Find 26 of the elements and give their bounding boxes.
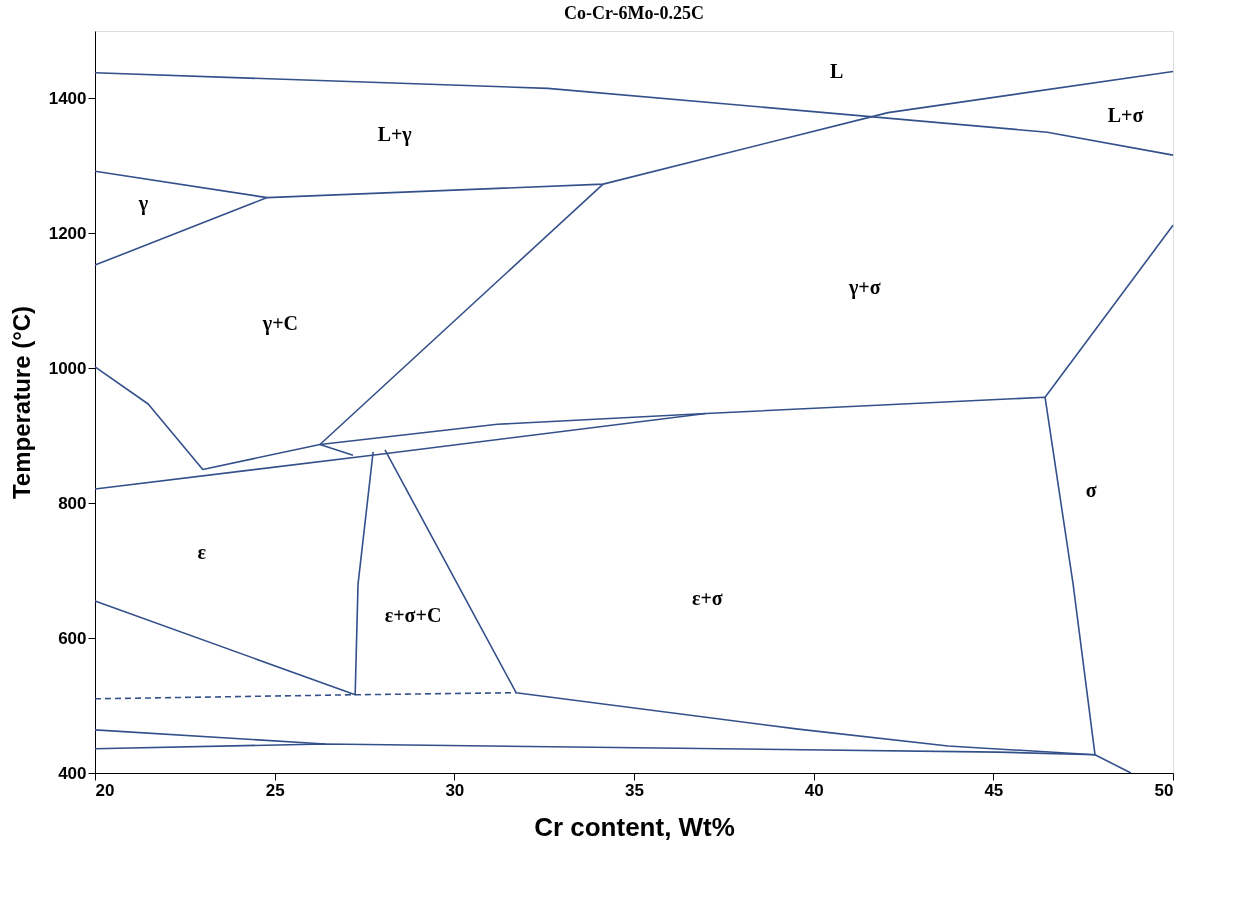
y-tick-label: 600 xyxy=(58,628,87,648)
annotation: γ xyxy=(137,191,149,215)
annotation: σ xyxy=(1085,479,1097,502)
chart-title: Co-Cr-6Mo-0.25C xyxy=(564,3,704,23)
annotation: ε xyxy=(197,541,207,564)
annotation: L xyxy=(829,59,844,82)
annotation: γ+σ xyxy=(847,276,881,300)
y-tick-label: 1200 xyxy=(48,223,87,243)
y-tick-label: 800 xyxy=(58,493,87,513)
annotation: L+γ xyxy=(377,122,413,146)
y-tick-label: 400 xyxy=(58,763,87,783)
x-tick-label: 50 xyxy=(1154,780,1174,800)
x-tick-label: 45 xyxy=(984,780,1004,800)
annotation: ε+σ xyxy=(691,586,723,609)
x-tick-label: 35 xyxy=(625,780,644,800)
x-tick-label: 25 xyxy=(265,780,285,800)
annotation: γ+C xyxy=(261,312,299,336)
x-tick-label: 40 xyxy=(804,780,824,800)
x-axis-title: Cr content, Wt% xyxy=(534,811,735,842)
y-axis-title: Temperature (°C) xyxy=(7,305,35,500)
annotation: ε+σ+C xyxy=(384,603,442,626)
x-tick-label: 20 xyxy=(95,780,115,800)
annotation: L+σ xyxy=(1107,104,1144,127)
y-tick-label: 1400 xyxy=(48,88,87,108)
x-tick-label: 30 xyxy=(445,780,465,800)
y-tick-label: 1000 xyxy=(48,358,87,378)
